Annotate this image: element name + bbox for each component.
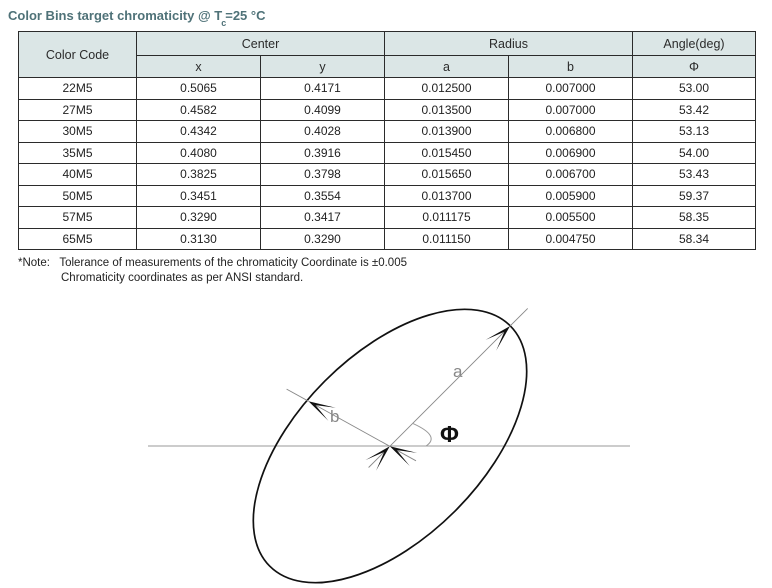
svg-text:a: a xyxy=(453,362,463,381)
svg-text:Φ: Φ xyxy=(440,421,459,447)
svg-text:b: b xyxy=(330,407,339,426)
